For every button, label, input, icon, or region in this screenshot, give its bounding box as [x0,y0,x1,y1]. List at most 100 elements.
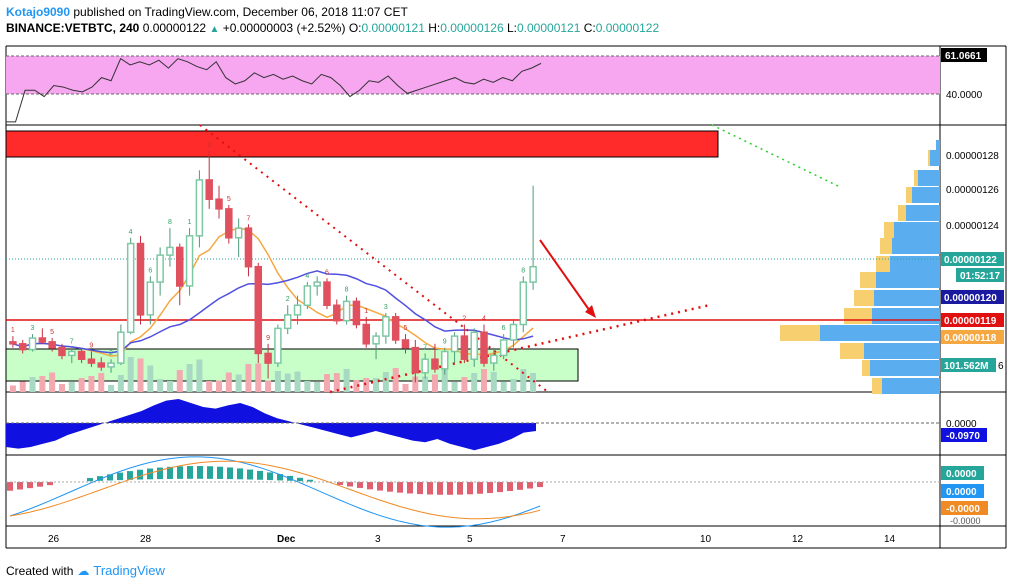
td-count-label: 7 [423,344,427,351]
volume-bar [294,371,301,392]
candles [9,151,537,383]
macd-bar [207,466,213,479]
macd-line [9,456,541,528]
td-count-label: 4 [305,273,309,280]
volume-bar [412,376,419,392]
tradingview-logo-icon: ☁ [77,563,90,578]
td-count-label: 6 [325,269,329,276]
candle-body [411,346,420,374]
macd-bar [377,482,383,491]
candle-body [480,331,488,364]
volume-bar [363,378,370,392]
vp-row-blue [876,272,940,288]
macd-bar [197,466,203,479]
last-price-label: 0.00000122 [944,255,997,266]
vp-row-blue [912,187,940,203]
candle-body [372,335,380,345]
volume-bar [39,376,46,392]
osc-last-badge [941,428,987,442]
td-sequential-labels: 1 3 5 7 9 2 4 6 8 1 3 5 7 9 2 4 6 8 1 3 5 7 9 2 4 6 8 [11,142,525,357]
volume-bar [500,382,507,392]
td-count-label: 1 [11,327,15,334]
td-count-label: 2 [109,350,113,357]
volume-bar [68,382,75,392]
time-tick: 28 [140,534,152,545]
rsi-overbought-band [6,56,940,94]
volume-bar [520,369,527,392]
last-price-badge [941,252,1004,266]
td-count-label: 1 [364,308,368,315]
time-axis: 26 28 Dec 3 5 7 10 12 14 [48,534,896,545]
author-link[interactable]: Kotajo9090 [6,5,71,19]
volume-bar [314,382,321,392]
volume-bar [117,375,124,392]
macd-bar [187,466,193,479]
macd-bar [497,482,503,493]
macd-bar [257,470,263,480]
volume-suffix: 6 [998,361,1004,372]
volume-bar [78,378,85,392]
candle-body [195,179,204,237]
td-count-label: 5 [404,325,408,332]
macd-bar [467,482,473,495]
macd-bar [117,472,123,481]
open-label: O: [348,21,362,35]
countdown-badge [956,268,1004,282]
vp-row-blue [882,378,940,394]
volume-bar [225,372,232,392]
volume-bar [196,359,203,392]
ma-blue [12,270,534,354]
volume-bar [245,364,252,392]
volume-bar [323,374,330,392]
macd-bar [167,466,173,479]
candle-body [215,198,223,210]
time-tick: 12 [792,534,804,545]
vp-row-yellow [884,222,894,238]
volume-label: 101.562M [944,361,988,372]
volume-badge [941,358,996,372]
candle-body [146,281,155,316]
signal-line [9,460,541,520]
macd-bar [217,466,223,479]
vp-row-blue [820,325,940,341]
td-count-label: 8 [168,219,172,226]
candle-body [509,323,518,341]
td-count-label: 8 [521,267,525,274]
td-count-label: 9 [443,339,447,346]
vp-row-yellow [914,170,918,186]
macd-bar [97,476,103,481]
macd-bar [447,482,453,495]
td-count-label: 7 [70,339,74,346]
macd-bar [417,482,423,495]
macd-bar [537,482,543,488]
macd-badge-3 [941,501,988,515]
volume-bar [490,372,497,392]
volume-bar [431,374,438,392]
vp-row-blue [930,150,940,166]
oscillator-area [6,399,536,451]
vp-row-yellow [880,238,892,254]
macd-axis-tick: -0.0000 [950,516,981,526]
tradingview-brand[interactable]: TradingView [93,563,165,578]
price-tick: 0.00000124 [946,221,999,232]
vp-row-yellow [860,272,876,288]
time-tick: 10 [700,534,712,545]
candle-body [303,285,312,306]
ohlc-line: BINANCE:VETBTC, 240 0.00000122 ▲ +0.0000… [6,20,1006,36]
volume-bar [510,379,517,392]
macd-bar [477,482,483,494]
volume-bar [265,380,272,392]
low-label: L: [506,21,517,35]
osc-last-label: -0.0970 [946,431,980,442]
vp-row-yellow [840,343,864,359]
candle-body [185,235,194,287]
candle-body [28,337,37,351]
macd-bar [87,478,93,482]
volume-bar [9,385,16,392]
time-tick: 3 [375,534,381,545]
macd-bar [297,477,303,482]
td-count-label: 9 [266,335,270,342]
candle-body [382,316,390,337]
time-tick: Dec [277,534,296,545]
